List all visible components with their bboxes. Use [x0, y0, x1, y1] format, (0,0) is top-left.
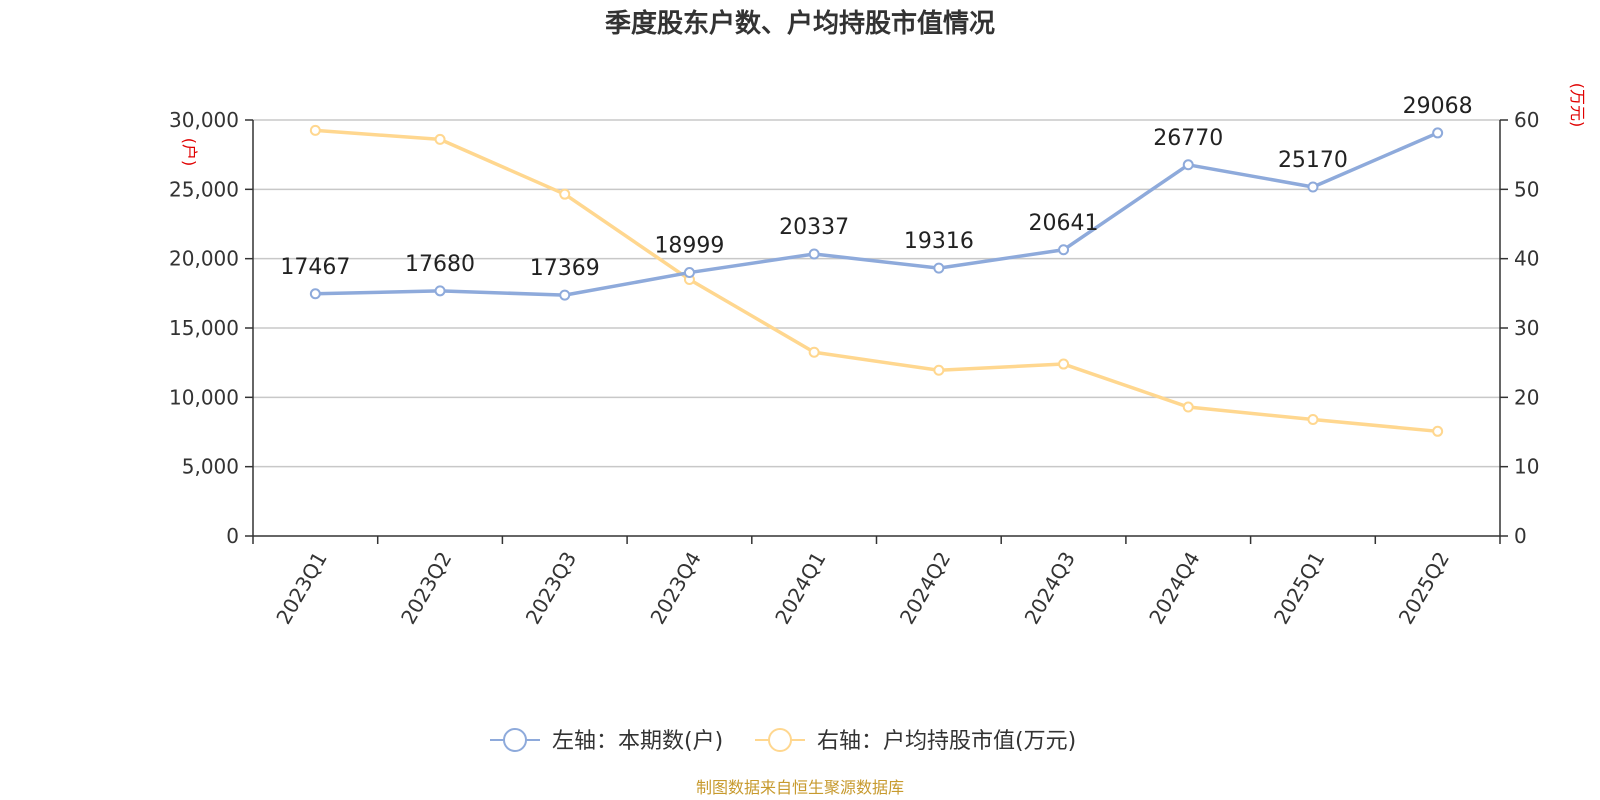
data-label-shareholders: 18999 — [654, 234, 724, 259]
left-tick-label: 15,000 — [169, 316, 239, 340]
right-tick-label: 40 — [1514, 247, 1539, 271]
x-tick-label: 2025Q2 — [1394, 548, 1454, 629]
legend-label-left: 左轴：本期数(户) — [552, 729, 723, 754]
x-tick-label: 2023Q4 — [645, 548, 705, 629]
data-label-shareholders: 20337 — [779, 215, 849, 240]
data-label-shareholders: 17680 — [405, 252, 475, 277]
point-avg-value — [1307, 414, 1319, 426]
left-tick-label: 10,000 — [169, 385, 239, 409]
point-shareholders — [1182, 159, 1194, 171]
data-label-shareholders: 19316 — [904, 229, 974, 254]
data-label-shareholders: 17369 — [530, 256, 600, 281]
x-axis-ticks: 2023Q1 2023Q2 2023Q3 2023Q4 2024Q1 2024Q2 2024… — [252, 536, 1501, 629]
left-axis-ticks: 0 5,000 10,000 15,000 20,000 25,000 30,000 — [169, 108, 253, 548]
x-tick-label: 2025Q1 — [1269, 548, 1329, 629]
point-shareholders — [1307, 181, 1319, 193]
right-tick-label: 30 — [1514, 316, 1539, 340]
point-shareholders — [559, 289, 571, 301]
right-tick-label: 0 — [1514, 524, 1527, 548]
x-tick-label: 2024Q4 — [1144, 548, 1204, 629]
x-tick-label: 2023Q1 — [271, 548, 331, 629]
point-shareholders — [808, 248, 820, 260]
source-note: 制图数据来自恒生聚源数据库 — [696, 778, 904, 797]
right-tick-label: 50 — [1514, 177, 1539, 201]
x-tick-label: 2023Q3 — [521, 548, 581, 629]
point-shareholders — [1432, 127, 1444, 139]
left-tick-label: 20,000 — [169, 247, 239, 271]
left-tick-label: 0 — [226, 524, 239, 548]
point-avg-value — [933, 364, 945, 376]
x-tick-label: 2024Q1 — [770, 548, 830, 629]
right-axis-ticks: 0 10 20 30 40 50 60 — [1500, 108, 1539, 548]
point-avg-value — [434, 133, 446, 145]
data-label-shareholders: 20641 — [1029, 211, 1099, 236]
x-tick-label: 2023Q2 — [396, 548, 456, 629]
series: 17467 17680 17369 18999 20337 19316 20641 26770… — [280, 94, 1473, 437]
right-tick-label: 60 — [1514, 108, 1539, 132]
point-shareholders — [683, 267, 695, 279]
chart-title: 季度股东户数、户均持股市值情况 — [605, 8, 995, 39]
left-tick-label: 25,000 — [169, 177, 239, 201]
data-label-shareholders: 25170 — [1278, 148, 1348, 173]
data-label-shareholders: 17467 — [280, 255, 350, 280]
point-avg-value — [1432, 425, 1444, 437]
point-shareholders — [309, 288, 321, 300]
right-axis-unit: (万元) — [1568, 83, 1587, 128]
left-tick-label: 5,000 — [182, 455, 239, 479]
x-tick-label: 2024Q2 — [895, 548, 955, 629]
data-label-shareholders: 29068 — [1403, 94, 1473, 119]
line-shareholders — [315, 131, 1439, 297]
point-avg-value — [808, 346, 820, 358]
point-avg-value — [1182, 401, 1194, 413]
right-tick-label: 10 — [1514, 455, 1539, 479]
left-tick-label: 30,000 — [169, 108, 239, 132]
grid — [253, 119, 1500, 468]
x-tick-label: 2024Q3 — [1020, 548, 1080, 629]
left-axis-unit: (户) — [180, 138, 199, 167]
legend-marker-right — [768, 728, 792, 752]
point-shareholders — [1058, 244, 1070, 256]
right-tick-label: 20 — [1514, 385, 1539, 409]
point-avg-value — [559, 188, 571, 200]
data-label-shareholders: 26770 — [1153, 126, 1223, 151]
legend-marker-left — [503, 728, 527, 752]
point-avg-value — [1058, 358, 1070, 370]
point-shareholders — [933, 262, 945, 274]
legend-label-right: 右轴：户均持股市值(万元) — [817, 729, 1076, 754]
point-shareholders — [434, 285, 446, 297]
legend: 左轴：本期数(户) 右轴：户均持股市值(万元) — [490, 728, 1076, 754]
line-avg-value — [315, 128, 1438, 434]
point-avg-value — [309, 124, 321, 136]
